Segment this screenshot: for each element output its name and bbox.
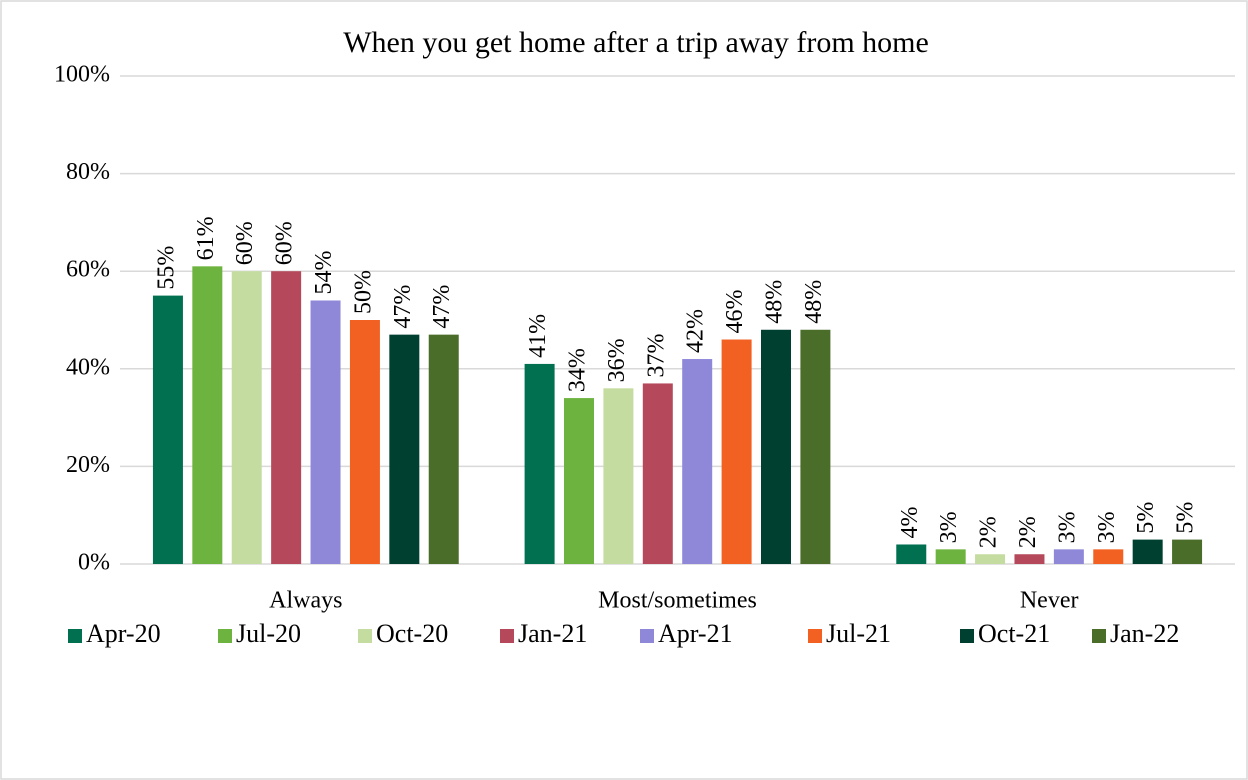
- bar: [935, 549, 966, 564]
- x-tick-label: Never: [1020, 588, 1079, 614]
- value-label: 48%: [801, 280, 827, 324]
- legend-swatch: [358, 629, 372, 643]
- value-label: 50%: [350, 270, 376, 314]
- value-label: 5%: [1133, 502, 1159, 534]
- y-tick-label: 20%: [66, 452, 110, 478]
- legend-swatch: [1092, 629, 1106, 643]
- value-label: 54%: [311, 250, 337, 294]
- bar: [682, 359, 713, 564]
- legend-label: Oct-20: [376, 619, 448, 648]
- legend-swatch: [640, 629, 654, 643]
- value-label: 42%: [683, 309, 709, 353]
- bar: [1014, 554, 1045, 564]
- bar: [1172, 539, 1203, 564]
- bar: [1093, 549, 1124, 564]
- bar: [152, 295, 183, 564]
- legend-label: Apr-20: [86, 619, 161, 648]
- bar: [231, 271, 262, 564]
- legend-label: Apr-21: [658, 619, 733, 648]
- legend-swatch: [808, 629, 822, 643]
- bar: [389, 334, 420, 564]
- bar: [975, 554, 1006, 564]
- chart-title: When you get home after a trip away from…: [343, 26, 929, 59]
- legend-label: Jul-20: [236, 619, 301, 648]
- bar: [800, 329, 831, 564]
- y-tick-label: 60%: [66, 257, 110, 283]
- legend-label: Jan-22: [1110, 619, 1179, 648]
- value-label: 3%: [936, 511, 962, 543]
- value-label: 3%: [1054, 511, 1080, 543]
- bar: [192, 266, 223, 564]
- value-label: 47%: [390, 285, 416, 329]
- x-tick-label: Always: [269, 588, 342, 614]
- value-label: 61%: [193, 216, 219, 260]
- x-tick-label: Most/sometimes: [598, 588, 757, 614]
- value-label: 2%: [976, 516, 1002, 548]
- bar: [564, 398, 594, 564]
- bar: [642, 383, 673, 564]
- value-label: 36%: [604, 338, 630, 382]
- value-label: 60%: [272, 221, 298, 265]
- bar: [271, 271, 302, 564]
- value-label: 2%: [1015, 516, 1041, 548]
- legend-swatch: [960, 629, 974, 643]
- bar: [524, 363, 555, 564]
- y-tick-label: 80%: [66, 159, 110, 185]
- value-label: 4%: [897, 506, 923, 538]
- legend-swatch: [218, 629, 232, 643]
- y-tick-label: 40%: [66, 354, 110, 380]
- value-label: 3%: [1094, 511, 1120, 543]
- value-label: 48%: [762, 280, 788, 324]
- y-tick-label: 0%: [78, 550, 110, 576]
- y-tick-label: 100%: [54, 62, 110, 88]
- bar: [428, 334, 459, 564]
- value-label: 37%: [643, 333, 669, 377]
- value-label: 55%: [153, 246, 179, 290]
- bar: [1132, 539, 1163, 564]
- legend-label: Oct-21: [978, 619, 1050, 648]
- bar: [310, 300, 341, 564]
- bar: [761, 329, 791, 564]
- legend-label: Jan-21: [518, 619, 587, 648]
- bar: [603, 388, 634, 564]
- legend-label: Jul-21: [826, 619, 891, 648]
- value-label: 47%: [429, 285, 455, 329]
- value-label: 34%: [565, 348, 591, 392]
- bar: [896, 544, 927, 564]
- legend-swatch: [68, 629, 82, 643]
- legend-swatch: [500, 629, 514, 643]
- value-label: 60%: [232, 221, 258, 265]
- value-label: 5%: [1173, 502, 1199, 534]
- value-label: 46%: [722, 290, 748, 334]
- bar: [1053, 549, 1084, 564]
- bar: [721, 339, 752, 564]
- value-label: 41%: [525, 314, 551, 358]
- bar: [349, 320, 380, 564]
